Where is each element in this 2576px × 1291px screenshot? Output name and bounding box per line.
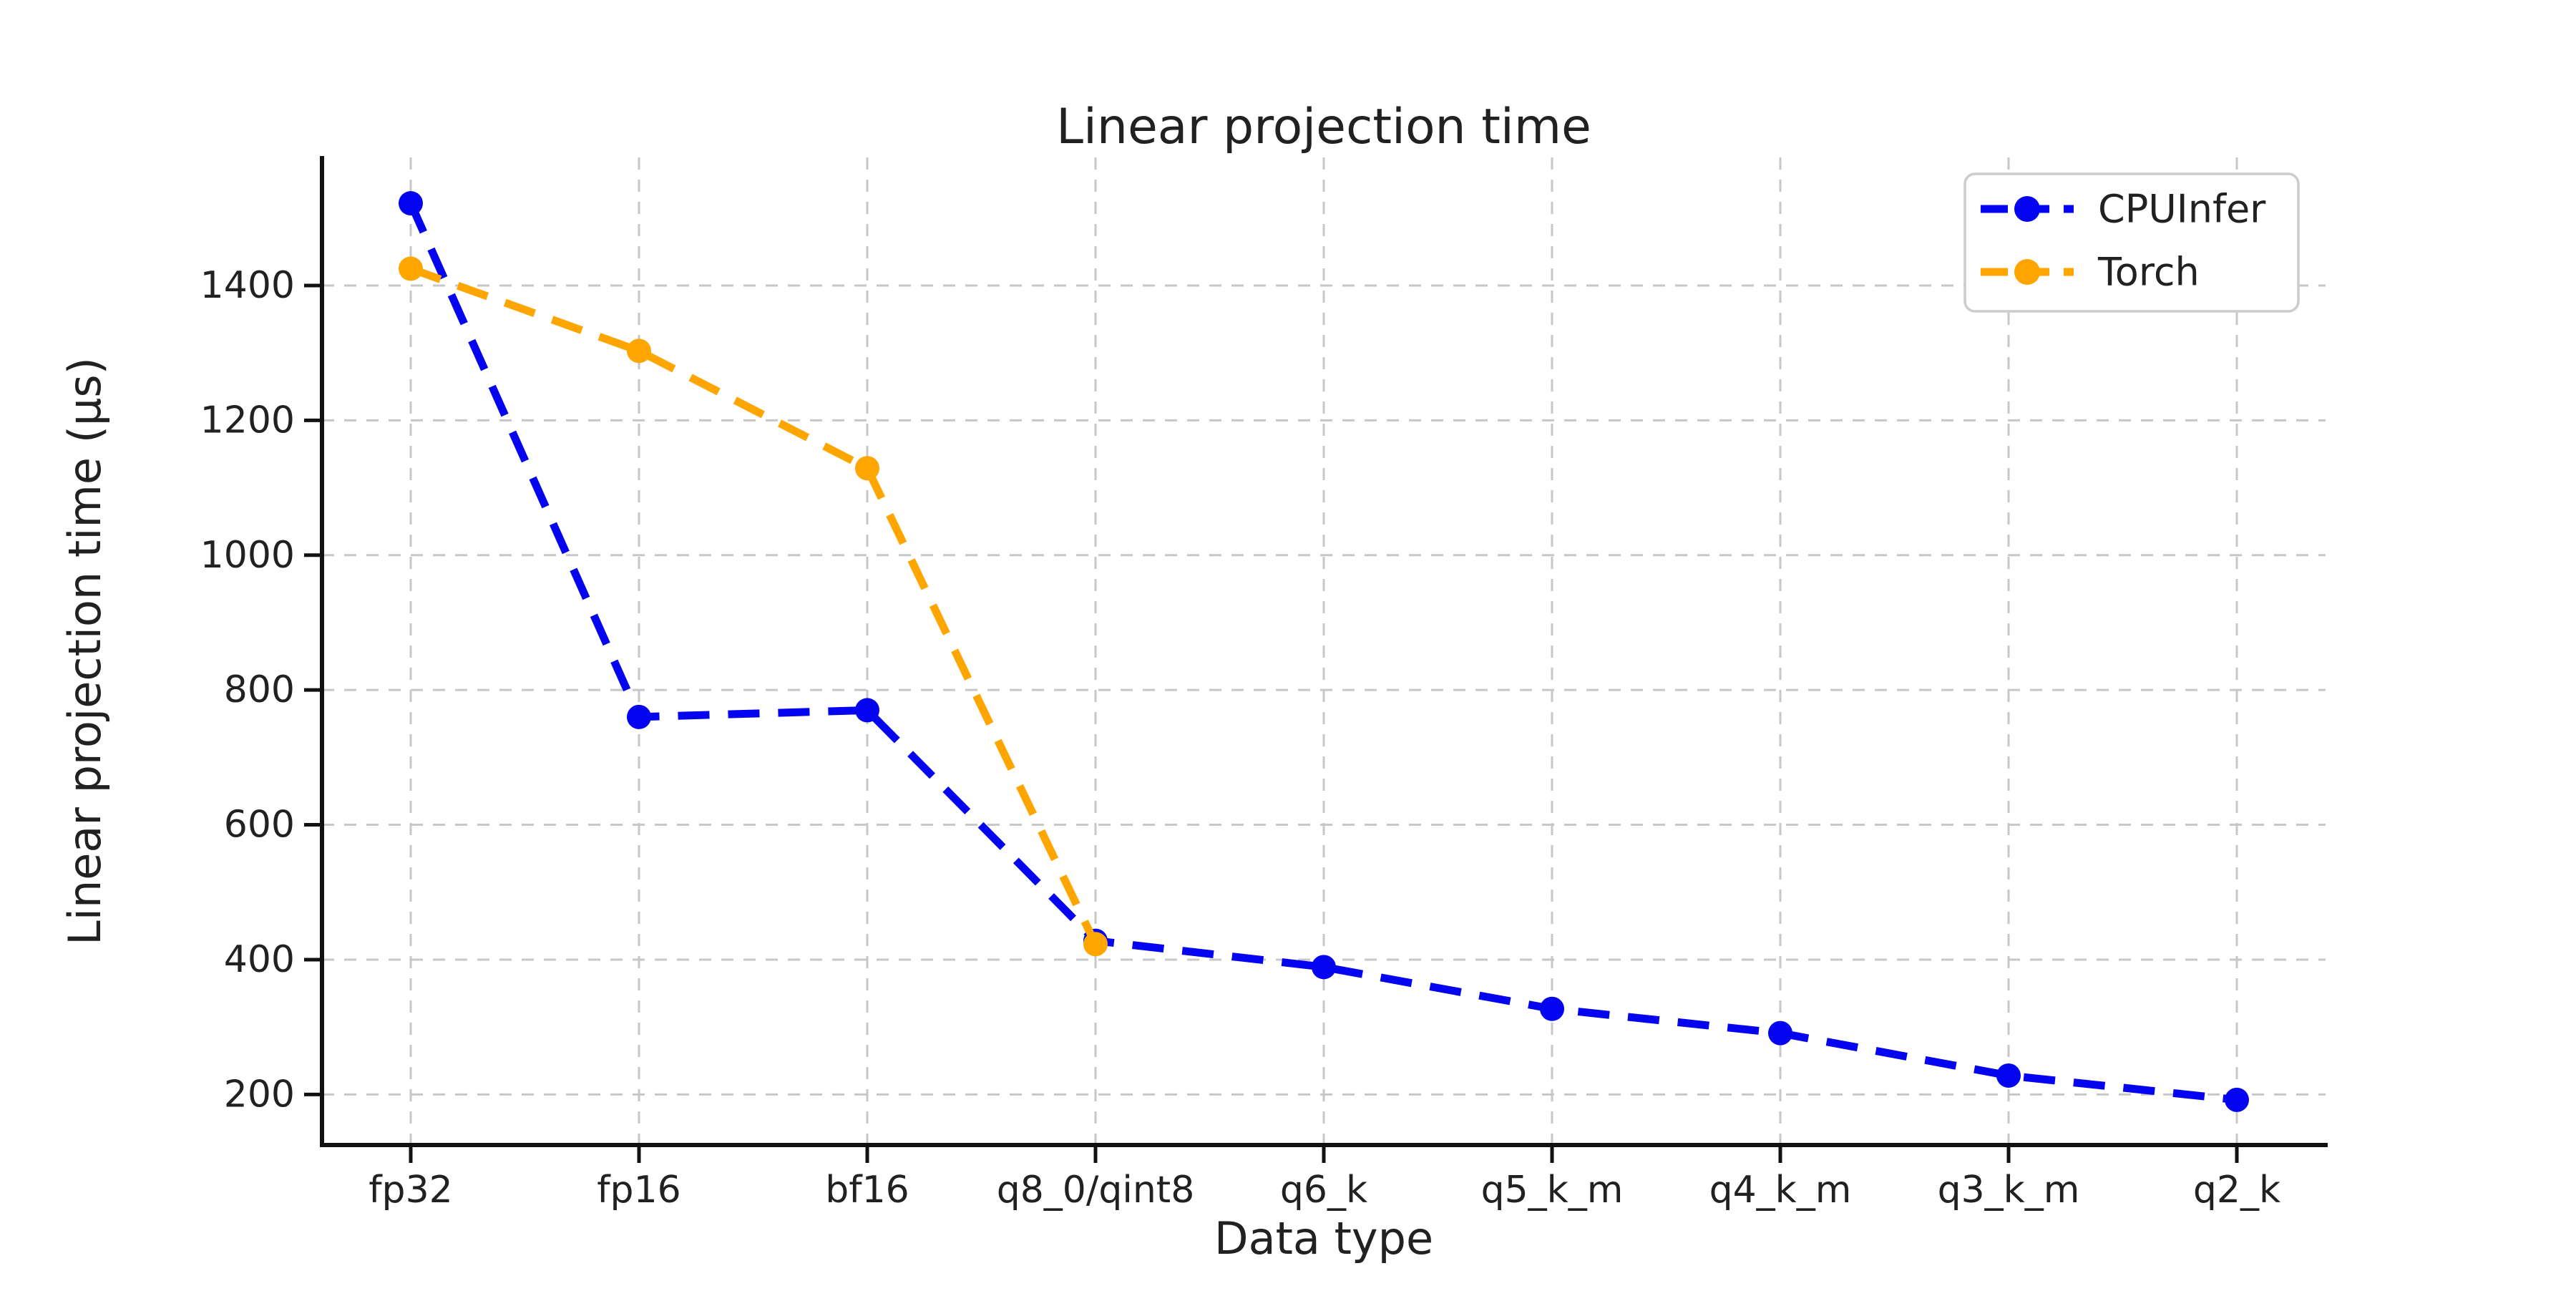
data-point-marker-torch [855,456,879,481]
data-point-marker-torch [399,256,423,281]
data-point-marker-cpuinfer [1540,996,1564,1021]
data-point-marker-torch [1083,932,1108,957]
y-tick-label: 1000 [200,534,295,577]
y-tick-label: 800 [224,668,295,711]
y-tick-label: 1400 [200,264,295,307]
data-point-marker-cpuinfer [1768,1020,1792,1046]
y-tick-label: 200 [224,1073,295,1116]
tick-labels: 200 400 600 800 1000 1200 1400 fp32 fp16 bf16 q8_0… [200,264,2280,1212]
axes [304,156,2328,1163]
series-line-cpuinfer [406,201,2238,1104]
y-tick-label: 600 [224,804,295,847]
gridlines [322,157,2326,1145]
data-point-marker-cpuinfer [855,698,879,723]
data-point-marker-torch [627,338,651,364]
chart-title: Linear projection time [1056,99,1591,155]
legend-marker-cpuinfer [2014,196,2040,222]
series-line-torch [409,265,1099,946]
y-tick-label: 400 [224,938,295,981]
x-tick-label: fp16 [597,1169,680,1212]
legend-entry-cpuinfer: CPUInfer [1981,187,2266,232]
legend-marker-torch [2014,259,2040,285]
x-tick-label: fp32 [369,1169,452,1212]
y-tick-label: 1200 [200,399,295,442]
x-tick-label: q2_k [2193,1169,2280,1212]
x-tick-label: q6_k [1280,1169,1367,1212]
x-tick-label: bf16 [825,1169,909,1212]
data-point-marker-cpuinfer [2225,1087,2249,1112]
x-tick-label: q8_0/qint8 [997,1169,1195,1212]
data-point-marker-cpuinfer [1312,955,1336,980]
legend: CPUInfer Torch [1963,172,2300,313]
data-point-marker-cpuinfer [627,704,651,729]
legend-label-torch: Torch [2097,250,2200,295]
legend-label-cpuinfer: CPUInfer [2098,187,2266,232]
x-axis-label: Data type [1214,1212,1433,1265]
x-tick-label: q5_k_m [1481,1169,1624,1212]
x-tick-label: q4_k_m [1709,1169,1852,1212]
data-point-marker-cpuinfer [399,191,423,216]
y-axis-label: Linear projection time (μs) [59,357,111,945]
legend-entry-torch: Torch [1981,250,2200,295]
data-series [399,191,2249,1112]
data-point-marker-cpuinfer [1996,1063,2021,1088]
x-tick-label: q3_k_m [1938,1169,2080,1212]
